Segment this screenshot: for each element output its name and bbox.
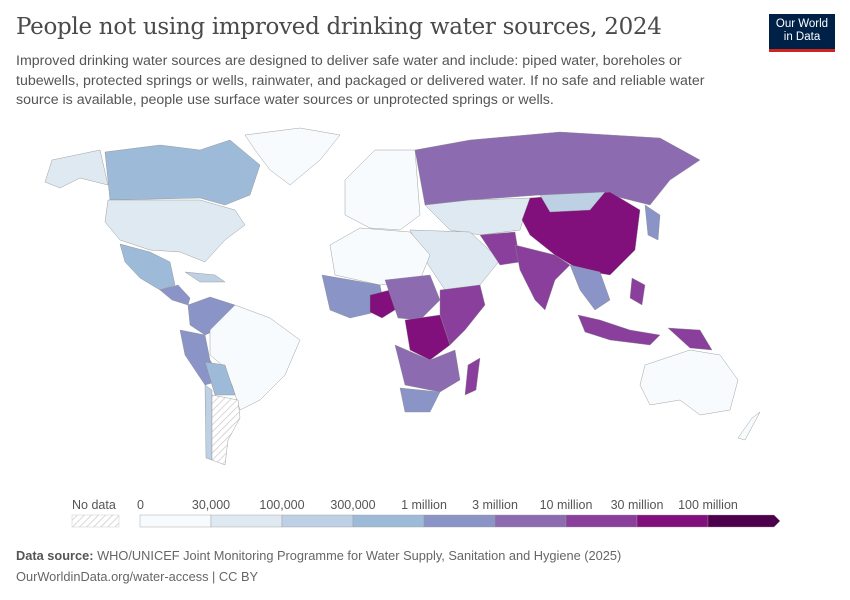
region-southeast-asia[interactable] [569,264,611,311]
legend-swatch[interactable] [636,514,709,528]
owid-logo[interactable]: Our World in Data [769,14,835,52]
region-chile[interactable] [204,384,213,461]
region-central-africa[interactable] [384,274,441,321]
legend-tick-label: 100,000 [259,498,305,512]
legend-tick-label: 10 million [539,498,593,512]
region-japan-korea[interactable] [644,204,661,241]
legend-swatch[interactable] [707,514,781,528]
legend-tick-label: 3 million [472,498,518,512]
legend-tick-label: 30 million [610,498,664,512]
legend-swatch[interactable] [423,514,496,528]
legend-tick-label: 300,000 [330,498,376,512]
region-drc[interactable] [404,314,451,361]
region-southern-africa[interactable] [394,344,461,393]
region-mongolia[interactable] [539,191,606,213]
region-central-asia[interactable] [424,197,531,236]
chart-title: People not using improved drinking water… [16,14,662,40]
logo-line1: Our World [775,18,829,30]
chart-subtitle: Improved drinking water sources are desi… [16,53,705,108]
region-new-zealand[interactable] [737,411,761,441]
region-north-africa[interactable] [329,227,431,286]
legend-swatch[interactable] [210,514,283,528]
region-philippines[interactable] [629,277,646,306]
legend-bar [71,514,781,528]
legend-tick-label: 100 million [678,498,738,512]
legend-swatch[interactable] [565,514,638,528]
region-alaska[interactable] [44,149,109,189]
region-west-africa[interactable] [321,274,386,319]
region-mexico[interactable] [119,243,176,291]
data-source: Data source: WHO/UNICEF Joint Monitoring… [16,548,621,563]
region-brazil[interactable] [209,304,301,411]
region-papua[interactable] [667,327,713,351]
legend-swatch[interactable] [281,514,354,528]
legend-tick-label: 30,000 [191,498,231,512]
region-greenland[interactable] [244,127,341,186]
source-text: WHO/UNICEF Joint Monitoring Programme fo… [97,548,622,563]
logo-line2: in Data [783,31,821,43]
region-south-africa[interactable] [399,387,441,413]
region-central-america[interactable] [159,284,191,306]
region-argentina[interactable] [211,394,241,466]
region-bolivia-paraguay[interactable] [204,361,236,396]
source-label: Data source: [16,548,94,563]
region-madagascar[interactable] [464,357,481,396]
world-map[interactable] [0,118,850,488]
region-australia[interactable] [639,349,739,416]
legend-tick-label: 1 million [401,498,447,512]
region-caribbean[interactable] [184,271,226,283]
region-east-africa[interactable] [439,284,486,346]
region-indonesia[interactable] [577,314,661,346]
legend-no-data-label: No data [72,498,116,512]
legend-tick-label: 0 [137,498,144,512]
legend-swatch[interactable] [139,514,212,528]
legend-no-data-swatch [71,514,120,528]
region-india[interactable] [514,244,571,311]
legend-swatch[interactable] [352,514,425,528]
region-usa[interactable] [104,199,246,263]
source-url[interactable]: OurWorldinData.org/water-access | CC BY [16,569,259,584]
region-europe[interactable] [344,149,421,231]
region-canada[interactable] [104,139,261,206]
legend-swatch[interactable] [494,514,567,528]
